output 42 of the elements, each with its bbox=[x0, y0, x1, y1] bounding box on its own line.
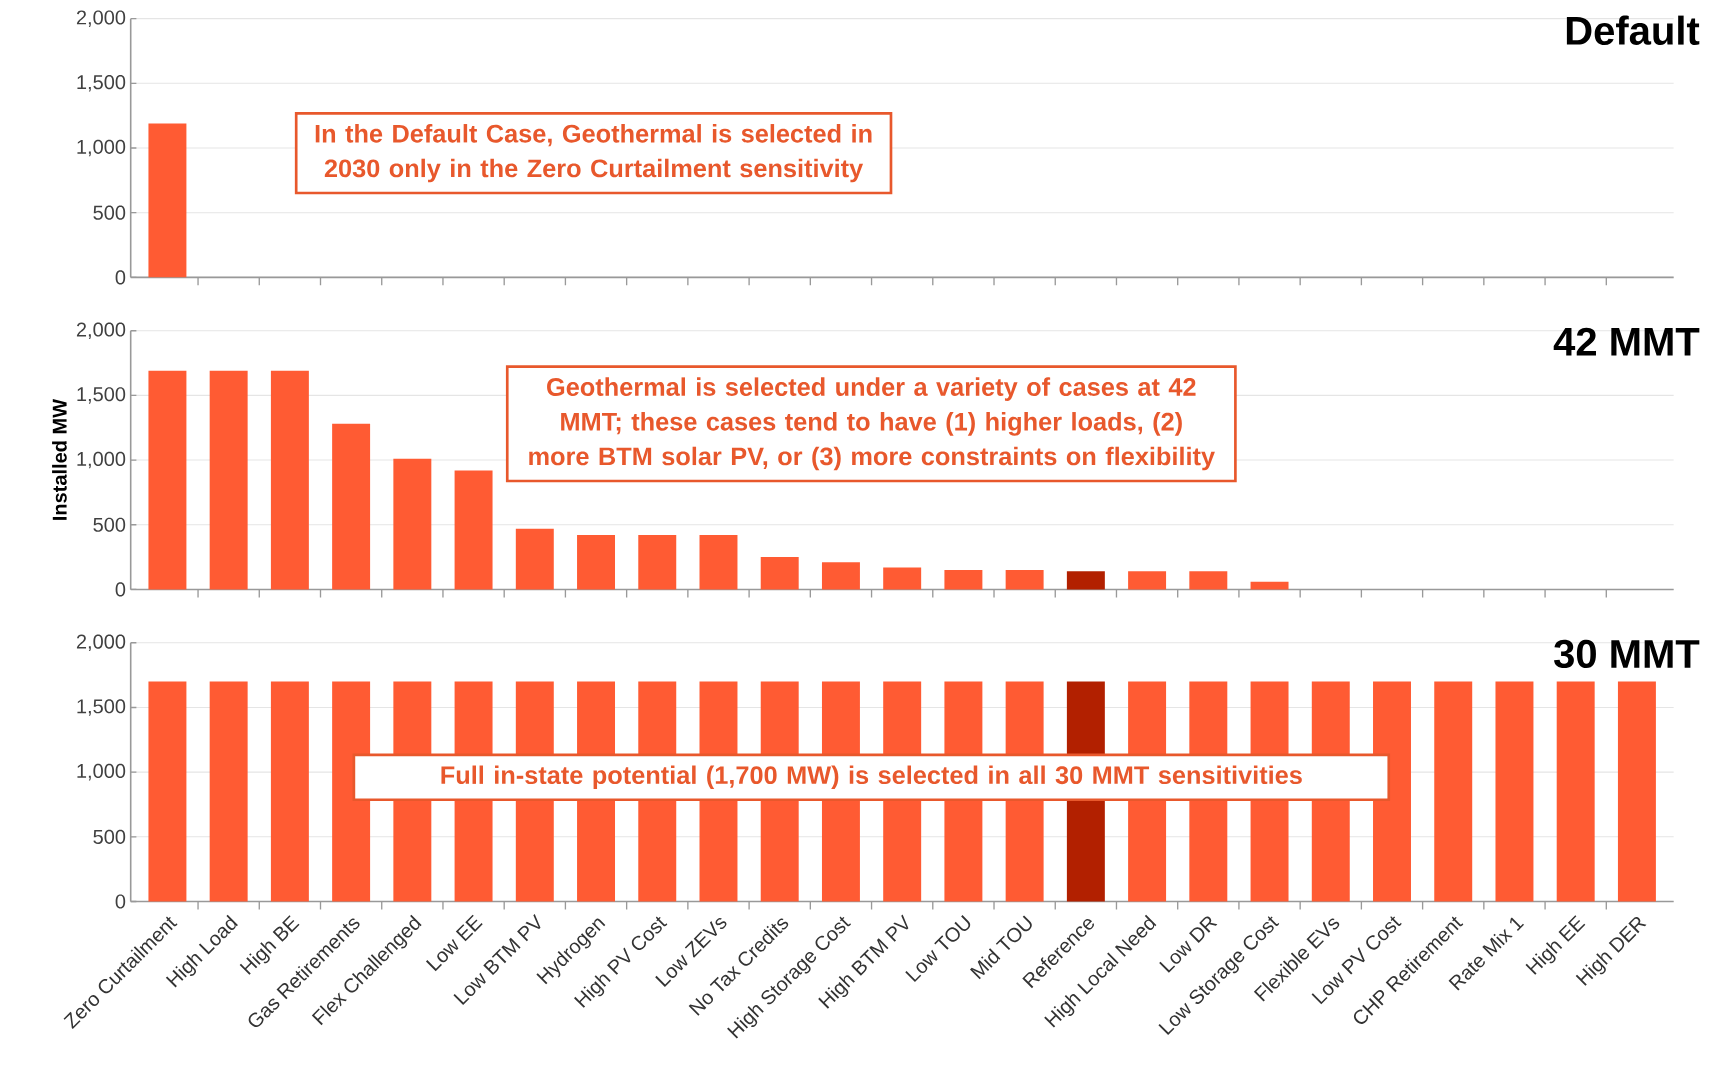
bar bbox=[332, 424, 371, 590]
chart-title: 30 MMT bbox=[1554, 639, 1700, 669]
bar bbox=[883, 567, 922, 590]
annotation: Full in-state potential (1,700 MW) is selected in all 30 MMT sensitivities bbox=[441, 765, 1302, 790]
bar bbox=[454, 470, 493, 590]
bar bbox=[209, 371, 248, 590]
bar bbox=[944, 570, 983, 590]
bar bbox=[1250, 581, 1289, 590]
y-tick-label: 2,000 bbox=[76, 10, 126, 28]
y-tick-label: 1,000 bbox=[77, 452, 126, 469]
y-tick-label: 2,000 bbox=[76, 322, 126, 340]
y-axis-title: Installed MW bbox=[52, 399, 67, 521]
y-tick-label: 0 bbox=[115, 582, 126, 597]
annotation: Geothermal is selected under a variety of cases at 42 MMT; these cases tend to have (1) higher loads, (2) more BTM solar PV, or (3) more constraints on flexibility bbox=[529, 377, 1215, 471]
bar bbox=[515, 528, 554, 590]
x-tick-label: Low EE bbox=[425, 915, 483, 972]
y-tick-label: 1,500 bbox=[77, 75, 126, 92]
y-tick-label: 500 bbox=[93, 829, 126, 845]
bar bbox=[148, 371, 187, 590]
y-tick-label: 500 bbox=[93, 205, 126, 220]
y-tick-label: 0 bbox=[115, 894, 126, 909]
y-tick-label: 1,000 bbox=[77, 764, 126, 781]
chart-title: 42 MMT bbox=[1553, 327, 1700, 356]
y-tick-label: 2,000 bbox=[76, 634, 126, 652]
y-tick-label: 500 bbox=[93, 517, 126, 533]
bar bbox=[760, 557, 799, 590]
y-tick-label: 1,000 bbox=[77, 139, 126, 157]
chart-title: Default bbox=[1566, 15, 1700, 46]
bar bbox=[699, 535, 738, 590]
bar bbox=[577, 535, 616, 590]
y-tick-label: 1,500 bbox=[77, 699, 126, 716]
bar bbox=[1128, 571, 1167, 590]
bar bbox=[393, 459, 432, 590]
y-tick-label: 1,500 bbox=[77, 387, 126, 404]
bar bbox=[1005, 570, 1044, 590]
bar bbox=[1189, 571, 1228, 590]
bar bbox=[821, 562, 860, 590]
y-tick-label: 0 bbox=[115, 270, 126, 285]
annotation: In the Default Case, Geothermal is selected in 2030 only in the Zero Curtailment sensitivity bbox=[315, 124, 872, 183]
bar bbox=[1066, 571, 1105, 590]
bar bbox=[638, 535, 677, 590]
bar bbox=[270, 371, 309, 590]
